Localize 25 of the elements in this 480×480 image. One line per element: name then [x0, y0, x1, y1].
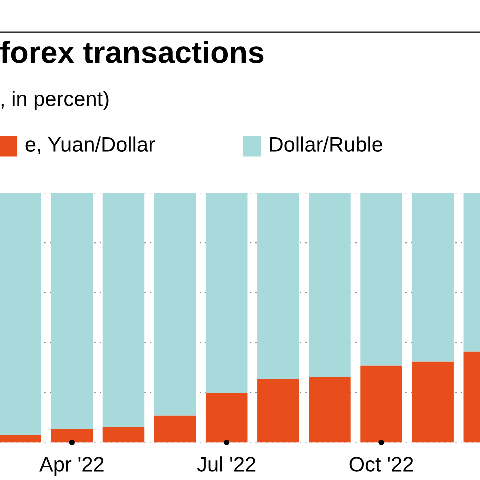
bar [206, 393, 248, 443]
bar [360, 366, 402, 443]
bar [0, 435, 42, 443]
bar [206, 192, 248, 394]
bar [102, 426, 145, 443]
bar [0, 192, 42, 436]
bar [102, 192, 145, 427]
bar [154, 192, 196, 416]
bar [309, 377, 351, 443]
bar [51, 192, 94, 430]
bar [154, 416, 196, 443]
bar [258, 379, 300, 443]
x-tick-label: Jul '22 [197, 456, 256, 472]
x-tick-label: Oct '22 [350, 457, 414, 472]
bar [51, 429, 94, 443]
bar [258, 192, 300, 380]
bar [412, 192, 454, 362]
x-tick-label: Apr '22 [40, 457, 104, 476]
bar [360, 192, 402, 366]
chart-title: forex transactions [0, 40, 264, 64]
bar [309, 192, 351, 378]
legend-label: Dollar/Ruble [270, 136, 383, 152]
legend-label: e, Yuan/Dollar [26, 136, 156, 154]
bar [412, 362, 454, 443]
chart-subtitle: , in percent) [2, 91, 109, 111]
